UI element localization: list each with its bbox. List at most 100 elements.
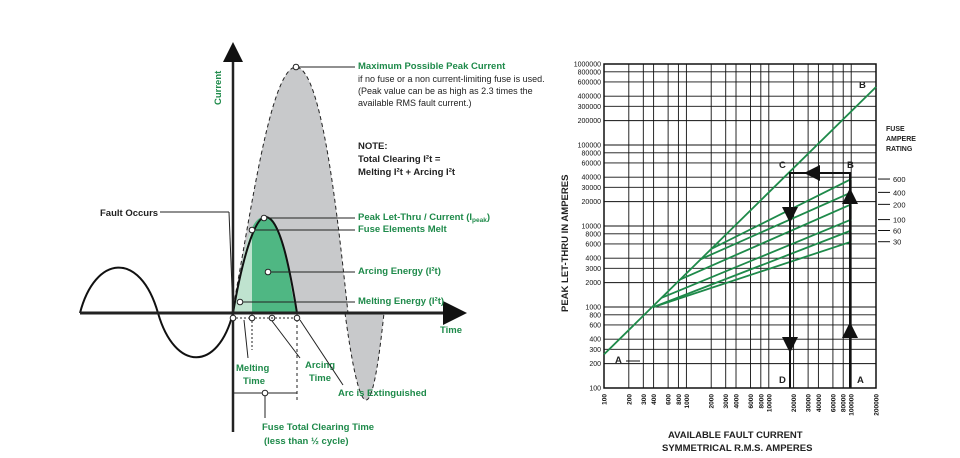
y-tick-label: 800000	[578, 69, 601, 76]
y-tick-label: 400000	[578, 94, 601, 101]
x-tick-label: 20000	[791, 394, 798, 412]
x-tick-label: 100	[602, 394, 609, 405]
y-tick-label: 1000	[585, 305, 601, 312]
clearing-time-label-2: (less than ½ cycle)	[264, 436, 348, 447]
note-title: NOTE:	[358, 141, 388, 152]
current-diagram: Current Time Fault Occurs Maximum Possib…	[79, 42, 545, 447]
y-tick-label: 40000	[582, 175, 602, 182]
arc-extinguished-leader	[299, 319, 344, 386]
arcing-energy-marker	[264, 268, 272, 276]
x-tick-label: 4000	[734, 394, 741, 409]
y-tick-label: 3000	[585, 266, 601, 273]
arc-extinguished-label: Arc is Extinguished	[338, 388, 427, 399]
arcing-time-leader	[271, 320, 301, 359]
x-axis-label-1: AVAILABLE FAULT CURRENT	[668, 430, 803, 441]
x-tick-label: 6000	[748, 394, 755, 409]
point-label-b-top: B	[859, 80, 866, 91]
legend-label-400: 400	[893, 188, 906, 197]
x-tick-label: 3000	[723, 394, 730, 409]
x-tick-label: 1000	[684, 394, 691, 409]
x-tick-label: 60000	[830, 394, 837, 412]
elements-melt-marker	[248, 226, 256, 234]
y-tick-label: 800	[589, 312, 601, 319]
negative-lobe	[344, 312, 385, 401]
current-axis-label: Current	[213, 70, 224, 105]
series-line-a-b	[603, 86, 877, 356]
x-tick-label: 80000	[841, 394, 848, 412]
legend-label-30: 30	[893, 238, 901, 247]
x-tick-labels: 100 200 300 400 600 800 1000 2000 3000 4000 6000 80…	[602, 394, 881, 416]
x-axis-label-2: SYMMETRICAL R.M.S. AMPERES	[662, 443, 812, 454]
fault-occurs-leader-2	[228, 211, 234, 314]
melt-marker	[248, 314, 256, 322]
arcing-time-label-1: Arcing	[305, 360, 335, 371]
clear-marker	[293, 314, 301, 322]
y-tick-label: 10000	[582, 224, 602, 231]
melting-time-leader	[243, 319, 249, 359]
note-line2: Melting I²t + Arcing I²t	[358, 167, 456, 178]
point-label-a: A	[857, 375, 864, 386]
y-tick-label: 300	[589, 347, 601, 354]
legend-label-200: 200	[893, 200, 906, 209]
legend-title-1: FUSE	[886, 126, 905, 133]
melting-energy-label: Melting Energy (I²t)	[358, 296, 444, 307]
y-tick-label: 1000000	[574, 62, 601, 69]
y-tick-label: 4000	[585, 256, 601, 263]
x-tick-label: 30000	[806, 394, 813, 412]
series-line-200	[680, 203, 852, 281]
max-peak-line1: if no fuse or a non current-limiting fus…	[358, 74, 545, 84]
elements-melt-label: Fuse Elements Melt	[358, 224, 448, 235]
series-line-600	[710, 178, 852, 250]
y-tick-label: 200000	[578, 118, 601, 125]
clearing-time-marker	[261, 389, 269, 397]
legend-label-100: 100	[893, 216, 906, 225]
series-line-60	[653, 229, 852, 308]
let-thru-chart: 1002003004006008001000200030004000600080…	[560, 62, 916, 455]
x-tick-label: 600	[666, 394, 673, 405]
y-tick-label: 20000	[582, 199, 602, 206]
max-peak-line3: available RMS fault current.)	[358, 98, 472, 108]
y-tick-label: 200	[589, 361, 601, 368]
x-tick-label: 300	[641, 394, 648, 405]
x-tick-label: 40000	[816, 394, 823, 412]
melting-time-label-2: Time	[243, 376, 265, 387]
y-axis-label: PEAK LET-THRU IN AMPERES	[560, 175, 571, 312]
y-tick-label: 80000	[582, 150, 602, 157]
legend-label-600: 600	[893, 175, 906, 184]
y-tick-label: 600	[589, 322, 601, 329]
series-line-100	[661, 218, 852, 299]
arcing-energy-region	[252, 216, 297, 313]
peak-let-thru-label: Peak Let-Thru / Current (Ipeak)	[358, 212, 490, 224]
melting-energy-marker	[236, 298, 244, 306]
y-tick-label: 100	[589, 386, 601, 393]
arcing-energy-label: Arcing Energy (I²t)	[358, 266, 441, 277]
point-label-b: B	[847, 160, 854, 171]
max-peak-line2: (Peak value can be as high as 2.3 times …	[358, 86, 533, 96]
series-lines	[603, 86, 877, 356]
clearing-time-label-1: Fuse Total Clearing Time	[262, 422, 374, 433]
series-line-30	[653, 240, 852, 308]
x-tick-label: 400	[651, 394, 658, 405]
max-peak-marker	[292, 63, 300, 71]
point-label-d: D	[779, 375, 786, 386]
y-tick-label: 6000	[585, 241, 601, 248]
y-tick-label: 400	[589, 337, 601, 344]
y-tick-label: 2000	[585, 280, 601, 287]
x-tick-label: 800	[676, 394, 683, 405]
y-tick-label: 300000	[578, 104, 601, 111]
y-tick-label: 60000	[582, 160, 602, 167]
melting-time-label-1: Melting	[236, 363, 269, 374]
point-label-a-left: A	[615, 355, 622, 366]
point-label-c: C	[779, 160, 786, 171]
series-line-400	[700, 191, 852, 260]
legend-title-3: RATING	[886, 146, 913, 153]
max-peak-title: Maximum Possible Peak Current	[358, 61, 506, 72]
time-axis-label: Time	[440, 325, 462, 336]
x-tick-label: 2000	[709, 394, 716, 409]
x-tick-label: 200000	[874, 394, 881, 416]
y-tick-label: 600000	[578, 79, 601, 86]
x-tick-label: 8000	[758, 394, 765, 409]
